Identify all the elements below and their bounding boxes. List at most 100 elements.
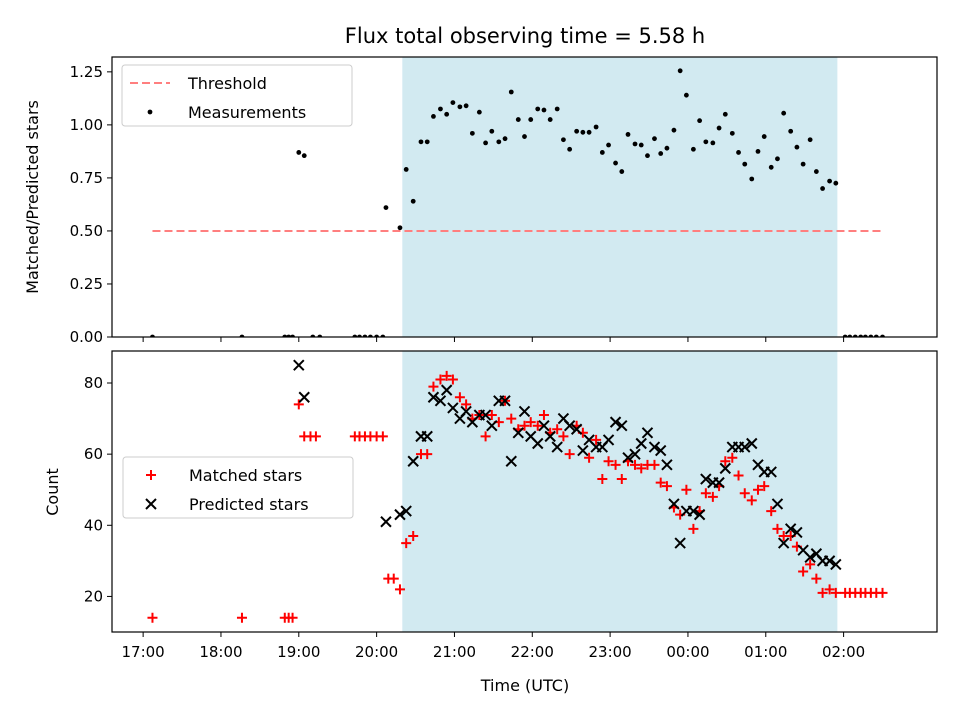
data-point <box>548 117 553 122</box>
data-point <box>503 136 508 141</box>
data-point <box>587 130 592 135</box>
data-point <box>561 137 566 142</box>
data-point <box>302 153 307 158</box>
data-point <box>703 139 708 144</box>
data-point <box>483 141 488 146</box>
data-point <box>626 132 631 137</box>
y-axis-label-ratio: Matched/Predicted stars <box>23 100 42 294</box>
y-tick-label: 40 <box>84 516 103 534</box>
data-point <box>594 125 599 130</box>
data-point <box>833 181 838 186</box>
data-point <box>574 129 579 134</box>
data-point <box>411 199 416 204</box>
observing-window-shade <box>402 57 837 337</box>
legend-label: Threshold <box>187 74 267 93</box>
y-tick-label: 80 <box>84 374 103 392</box>
data-point <box>808 137 813 142</box>
y-tick-label: 0.00 <box>70 328 103 346</box>
data-point <box>444 112 449 117</box>
data-point <box>613 161 618 166</box>
data-point <box>665 146 670 151</box>
y-tick-label: 20 <box>84 587 103 605</box>
data-point <box>827 179 832 184</box>
data-point <box>296 150 301 155</box>
data-point <box>749 177 754 182</box>
data-point <box>555 107 560 112</box>
x-tick-label: 20:00 <box>355 643 398 661</box>
x-tick-label: 00:00 <box>666 643 709 661</box>
data-point <box>509 90 514 95</box>
data-point <box>294 399 304 409</box>
data-point <box>691 147 696 152</box>
data-point <box>801 162 806 167</box>
y-axis-label-count: Count <box>43 468 62 516</box>
data-point <box>528 117 533 122</box>
data-point <box>496 139 501 144</box>
data-point <box>652 136 657 141</box>
data-point <box>516 117 521 122</box>
data-point <box>404 167 409 172</box>
data-point <box>814 169 819 174</box>
data-point <box>431 114 436 119</box>
data-point <box>299 392 309 402</box>
data-point <box>756 149 761 154</box>
data-point <box>878 588 888 598</box>
data-point <box>678 68 683 73</box>
data-point <box>398 225 403 230</box>
data-point <box>795 145 800 150</box>
data-point <box>419 139 424 144</box>
data-point <box>522 134 527 139</box>
data-point <box>489 129 494 134</box>
data-point <box>311 431 321 441</box>
data-point <box>781 111 786 116</box>
data-point <box>294 360 304 370</box>
y-tick-label: 0.75 <box>70 169 103 187</box>
data-point <box>378 431 388 441</box>
x-axis-label: Time (UTC) <box>480 676 569 695</box>
data-point <box>769 165 774 170</box>
data-point <box>730 131 735 136</box>
x-tick-label: 22:00 <box>511 643 554 661</box>
data-point <box>535 107 540 112</box>
data-point <box>464 103 469 108</box>
data-point <box>710 141 715 146</box>
legend: Threshold Measurements <box>122 65 352 126</box>
data-point <box>697 118 702 123</box>
x-tick-label: 19:00 <box>277 643 320 661</box>
data-point <box>542 108 547 113</box>
data-point <box>645 153 650 158</box>
data-point <box>606 143 611 148</box>
legend-label: Measurements <box>188 103 306 122</box>
y-tick-label: 0.50 <box>70 222 103 240</box>
x-tick-label: 17:00 <box>122 643 165 661</box>
data-point <box>389 574 399 584</box>
data-point <box>580 130 585 135</box>
data-point <box>736 150 741 155</box>
data-point <box>672 128 677 133</box>
data-point <box>619 169 624 174</box>
data-point <box>425 139 430 144</box>
x-tick-label: 01:00 <box>744 643 787 661</box>
data-point <box>820 186 825 191</box>
data-point <box>237 613 247 623</box>
data-point <box>470 131 475 136</box>
data-point <box>600 150 605 155</box>
y-tick-label: 1.25 <box>70 63 103 81</box>
data-point <box>658 151 663 156</box>
data-point <box>147 613 157 623</box>
data-point <box>450 100 455 105</box>
star-count-panel: 20 40 60 80 17:00 18:00 19:00 20:00 21:00 22:00 23… <box>84 351 937 661</box>
data-point <box>633 142 638 147</box>
data-point <box>762 134 767 139</box>
x-tick-label: 18:00 <box>199 643 242 661</box>
y-tick-label: 60 <box>84 445 103 463</box>
x-tick-label: 21:00 <box>433 643 476 661</box>
data-point <box>723 112 728 117</box>
x-tick-label: 23:00 <box>588 643 631 661</box>
legend-marker <box>148 110 153 115</box>
flux-ratio-panel: 0.000.250.500.751.001.25ThresholdMeasure… <box>70 57 937 346</box>
y-tick-label: 1.00 <box>70 116 103 134</box>
data-point <box>684 93 689 98</box>
data-point <box>384 205 389 210</box>
